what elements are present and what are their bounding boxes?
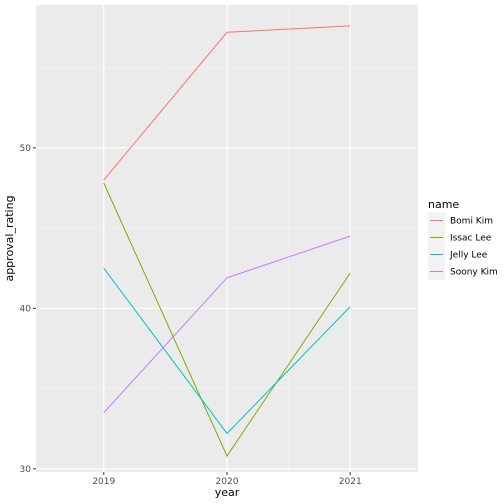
series-line-bomi-kim (103, 25, 351, 181)
legend-title: name (428, 198, 459, 211)
y-tick-label: 30 (20, 465, 32, 475)
x-axis: 2019 2020 2021 (92, 472, 362, 487)
y-axis-title: approval_rating (3, 195, 16, 281)
series-line-issac-lee (103, 182, 351, 457)
series-lines (103, 25, 351, 457)
legend-label-issac-lee: Issac Lee (450, 234, 492, 244)
grid-major (36, 5, 418, 472)
y-axis: 30 40 50 (20, 144, 36, 475)
x-tick-label: 2019 (92, 477, 115, 487)
x-tick-label: 2021 (339, 477, 362, 487)
y-tick-label: 40 (20, 304, 32, 314)
y-tick-label: 50 (20, 144, 32, 154)
legend-label-jelly-lee: Jelly Lee (449, 251, 488, 261)
x-axis-title: year (215, 486, 240, 499)
legend: name Bomi Kim Issac Lee Jelly Lee Soony Kim (428, 198, 498, 280)
legend-label-bomi-kim: Bomi Kim (450, 217, 493, 227)
legend-label-soony-kim: Soony Kim (450, 268, 498, 278)
x-tick-label: 2020 (216, 477, 239, 487)
series-line-jelly-lee (103, 267, 351, 435)
series-line-soony-kim (103, 235, 351, 413)
